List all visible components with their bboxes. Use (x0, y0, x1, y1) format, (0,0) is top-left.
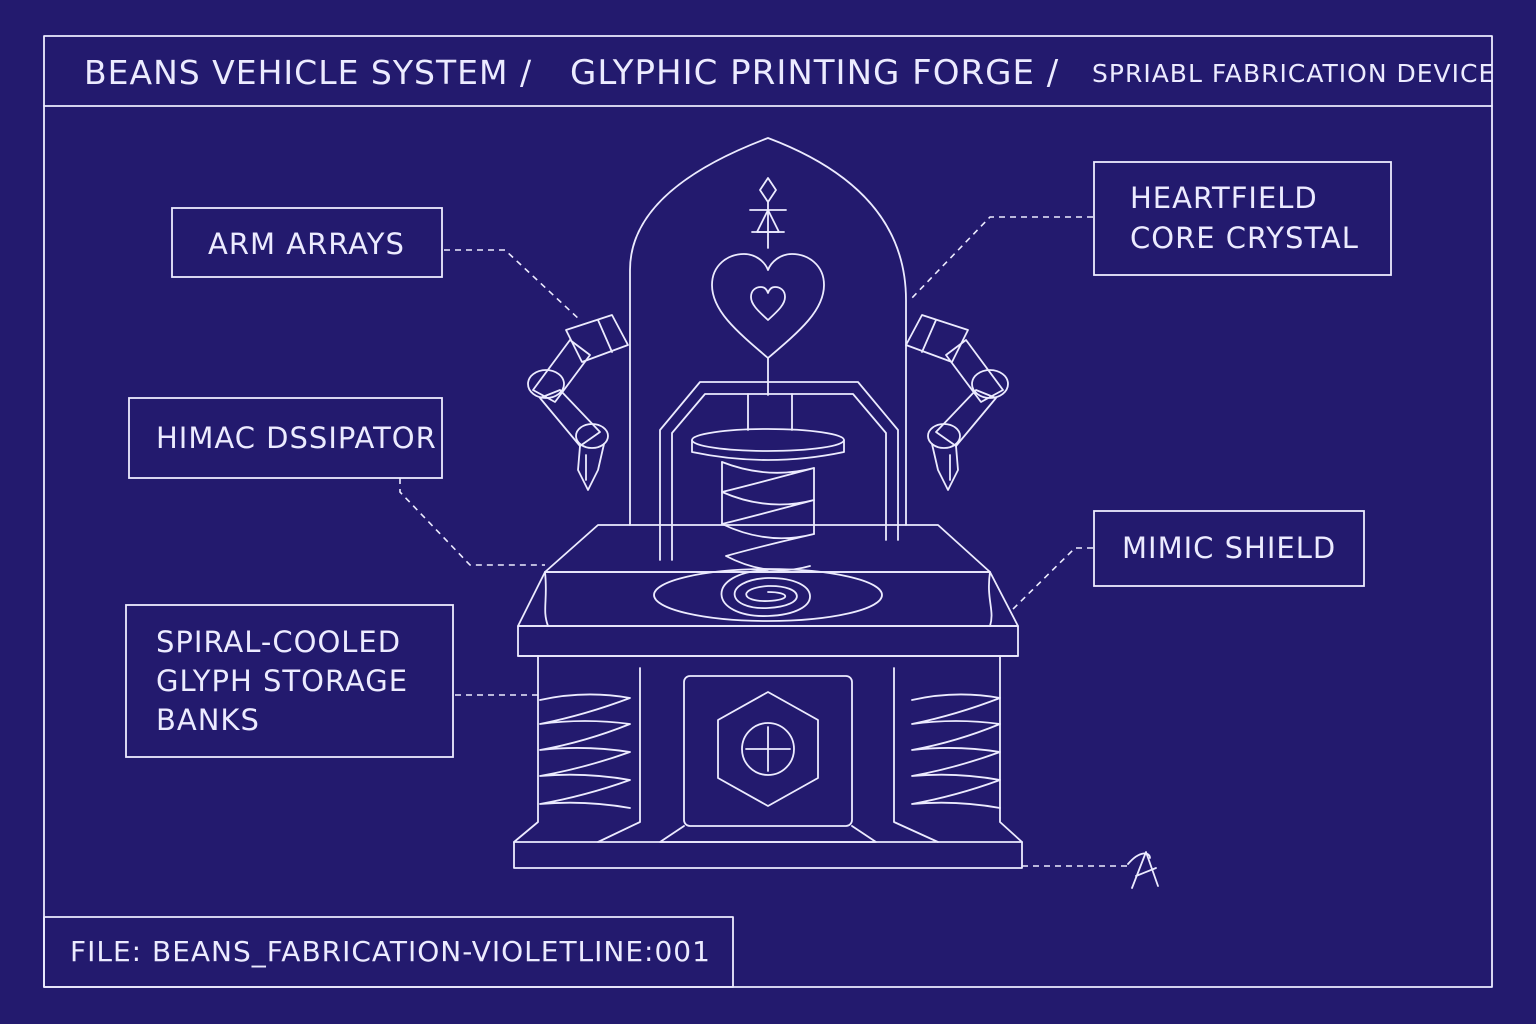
press-spring (691, 428, 845, 572)
label-himac: HIMAC DSSIPATOR (156, 421, 437, 455)
heartfield-box (1093, 161, 1392, 276)
file-box (43, 916, 734, 988)
right-spring (911, 693, 1001, 809)
leader-lines (399, 216, 1128, 867)
label-heartfield-line-2: CORE CRYSTAL (1130, 221, 1359, 255)
label-heartfield-line-1: HEARTFIELD (1130, 181, 1318, 215)
forge-table (517, 524, 1019, 627)
file-name: FILE: BEANS_FABRICATION-VIOLETLINE:001 (70, 934, 711, 968)
title-system: BEANS VEHICLE SYSTEM / (84, 53, 533, 92)
himac-box (128, 397, 443, 479)
label-spiral-line-1: SPIRAL-COOLED (156, 625, 402, 659)
signature-mark (1127, 851, 1159, 889)
label-spiral-line-2: GLYPH STORAGE (156, 664, 409, 698)
left-arm (527, 314, 629, 491)
right-arm (905, 314, 1009, 491)
label-spiral-line-3: BANKS (156, 703, 260, 737)
arch-panel (629, 137, 907, 526)
glyph-sigil (749, 177, 787, 249)
mimic-box (1093, 510, 1365, 587)
title-forge: GLYPHIC PRINTING FORGE / (570, 52, 1060, 93)
left-spring (539, 693, 631, 809)
title-device: SPRIABL FABRICATION DEVICE (1092, 58, 1496, 88)
spiral-storage-box (125, 604, 454, 758)
forge-base (513, 625, 1023, 869)
label-mimic-shield: MIMIC SHIELD (1122, 531, 1337, 565)
outer-frame (43, 35, 1493, 988)
arm-arrays-box (171, 207, 443, 278)
heart-icon (711, 253, 825, 396)
label-arm-arrays: ARM ARRAYS (208, 227, 405, 261)
press-housing (659, 381, 899, 561)
crosshair-icon (741, 722, 795, 776)
